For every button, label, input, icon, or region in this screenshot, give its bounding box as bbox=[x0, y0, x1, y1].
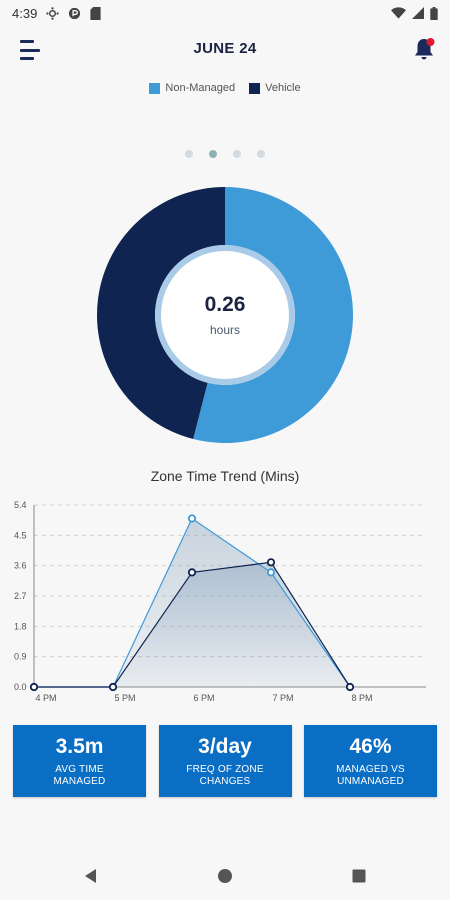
page-dot-3[interactable] bbox=[233, 150, 241, 158]
legend-item-vehicle: Vehicle bbox=[249, 82, 301, 94]
status-right bbox=[391, 6, 438, 20]
battery-icon bbox=[430, 6, 438, 20]
x-tick-label: 7 PM bbox=[272, 693, 293, 703]
sd-card-icon bbox=[90, 6, 101, 20]
status-left: 4:39 bbox=[12, 6, 101, 21]
notification-bell-icon[interactable] bbox=[412, 36, 436, 62]
stat-label: MANAGED VS UNMANAGED bbox=[336, 764, 405, 788]
stat-value: 3.5m bbox=[55, 734, 104, 758]
stat-label-line: AVG TIME bbox=[55, 763, 104, 775]
legend-swatch-vehicle bbox=[249, 82, 261, 94]
legend-label-vehicle: Vehicle bbox=[265, 82, 301, 94]
donut-svg bbox=[97, 187, 354, 444]
stat-value: 3/day bbox=[198, 734, 252, 758]
donut-value: 0.26 bbox=[204, 293, 246, 316]
page-dot-4[interactable] bbox=[257, 150, 265, 158]
donut-chart: 0.26 hours bbox=[95, 185, 355, 445]
data-point-non-managed[interactable] bbox=[187, 514, 197, 523]
stat-card-avg-time[interactable]: 3.5m AVG TIME MANAGED bbox=[13, 725, 146, 797]
stat-label-line: UNMANAGED bbox=[337, 775, 404, 787]
legend-swatch-non-managed bbox=[149, 82, 161, 94]
signal-icon bbox=[412, 7, 424, 19]
data-point-vehicle[interactable] bbox=[266, 558, 276, 567]
stat-value: 46% bbox=[349, 734, 392, 758]
series-area-vehicle bbox=[34, 562, 350, 687]
y-tick-label: 2.7 bbox=[14, 591, 27, 601]
data-point-non-managed[interactable] bbox=[266, 568, 276, 577]
y-tick-label: 0.0 bbox=[14, 682, 27, 692]
recents-icon[interactable] bbox=[347, 864, 371, 888]
status-bar: 4:39 bbox=[0, 0, 450, 26]
stat-label-line: CHANGES bbox=[199, 775, 251, 787]
stats-row: 3.5m AVG TIME MANAGED 3/day FREQ OF ZONE… bbox=[13, 725, 437, 797]
y-tick-label: 3.6 bbox=[14, 561, 27, 571]
stat-label: FREQ OF ZONE CHANGES bbox=[186, 764, 263, 788]
legend-label-non-managed: Non-Managed bbox=[165, 82, 236, 94]
stat-label-line: FREQ OF ZONE bbox=[186, 763, 264, 775]
app-header: JUNE 24 bbox=[0, 30, 450, 70]
status-time: 4:39 bbox=[12, 5, 38, 21]
data-point-vehicle[interactable] bbox=[187, 568, 197, 577]
stat-label-line: MANAGED bbox=[53, 775, 106, 787]
hamburger-menu-icon[interactable] bbox=[20, 40, 42, 60]
x-tick-label: 4 PM bbox=[35, 693, 56, 703]
trend-chart-title: Zone Time Trend (Mins) bbox=[150, 468, 300, 484]
x-tick-label: 5 PM bbox=[114, 693, 135, 703]
y-tick-label: 1.8 bbox=[14, 621, 27, 631]
donut-slice-vehicle bbox=[97, 187, 225, 439]
wifi-icon bbox=[391, 7, 406, 19]
page-title: JUNE 24 bbox=[193, 40, 257, 57]
data-point-vehicle[interactable] bbox=[29, 682, 39, 692]
x-tick-label: 6 PM bbox=[193, 693, 214, 703]
chart-legend: Non-Managed Vehicle bbox=[0, 82, 450, 94]
data-point-vehicle[interactable] bbox=[108, 682, 118, 692]
stat-card-managed-vs-unmanaged[interactable]: 46% MANAGED VS UNMANAGED bbox=[304, 725, 437, 797]
stat-label: AVG TIME MANAGED bbox=[54, 764, 106, 788]
home-icon[interactable] bbox=[213, 864, 237, 888]
x-tick-label: 8 PM bbox=[351, 693, 372, 703]
donut-unit: hours bbox=[209, 323, 241, 337]
page-dot-1[interactable] bbox=[185, 150, 193, 158]
page-dot-2-active[interactable] bbox=[209, 150, 217, 158]
system-nav-bar bbox=[0, 852, 450, 900]
trend-line-chart: 0.0 0.9 1.8 2.7 3.6 4.5 5.4 4 PM 5 PM 6 PM 7 PM 8 P… bbox=[14, 500, 426, 703]
settings-dot-icon bbox=[46, 6, 60, 20]
legend-item-non-managed: Non-Managed bbox=[149, 82, 235, 94]
y-tick-label: 5.4 bbox=[14, 500, 27, 510]
stat-card-freq-zone-changes[interactable]: 3/day FREQ OF ZONE CHANGES bbox=[158, 725, 292, 797]
donut-slice-non-managed bbox=[193, 187, 354, 444]
donut-center: 0.26 hours bbox=[95, 185, 355, 445]
back-icon[interactable] bbox=[79, 864, 103, 888]
stat-label-line: MANAGED VS bbox=[336, 763, 405, 775]
data-point-vehicle[interactable] bbox=[345, 682, 355, 692]
notification-badge bbox=[426, 38, 435, 46]
donut-hole bbox=[161, 251, 289, 379]
y-tick-label: 0.9 bbox=[14, 652, 27, 662]
y-tick-label: 4.5 bbox=[14, 530, 27, 540]
page-indicator bbox=[0, 150, 450, 158]
circle-p-icon bbox=[69, 7, 81, 19]
